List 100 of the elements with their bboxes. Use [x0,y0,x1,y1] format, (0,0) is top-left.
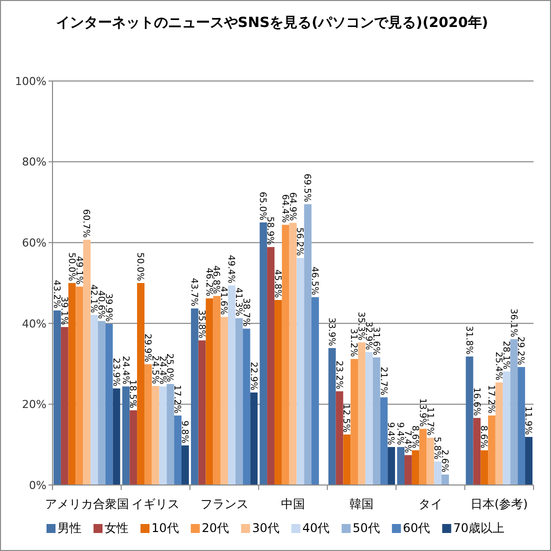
data-label: 17.2% [486,384,496,414]
bar [473,418,481,485]
bar [198,340,206,485]
data-label: 9.4% [394,422,405,446]
bar [166,384,174,485]
x-tick-label: タイ [418,497,442,511]
bar [495,382,503,485]
bar [412,450,420,485]
legend-label: 男性 [58,521,82,535]
bar [181,445,189,485]
bar [274,300,282,485]
bar [250,392,258,485]
data-label: 16.6% [470,387,481,416]
data-label: 23.9% [110,358,120,387]
y-tick-label: 80% [22,156,46,169]
data-label: 23.2% [333,360,344,390]
y-tick-label: 100% [15,74,46,88]
y-tick-label: 0% [29,478,46,492]
data-label: 12.5% [340,404,351,433]
legend-label: 女性 [104,521,129,535]
data-label: 65.0% [257,192,268,221]
y-tick-label: 20% [22,398,46,412]
data-label: 18.5% [127,380,138,409]
bar [510,339,518,485]
bar [220,316,228,485]
data-label: 60.7% [80,209,91,238]
legend-label: 40代 [302,521,330,535]
bar [112,388,120,485]
x-tick-label: イギリス [132,497,180,511]
bar [60,327,68,485]
data-label: 49.4% [226,254,236,284]
bar [365,352,373,485]
bar [296,258,304,485]
bar [358,342,366,485]
bar [137,283,144,485]
data-label: 46.5% [309,266,320,296]
legend-label: 60代 [402,521,430,535]
bar [350,358,358,485]
bar [442,474,449,485]
bar [76,286,84,485]
bar [152,386,160,485]
data-label: 69.5% [302,174,312,203]
data-label: 50.0% [134,252,145,282]
x-tick-label: 中国 [281,497,305,511]
bar [130,410,138,485]
data-label: 35.8% [196,310,206,339]
bar [388,447,396,485]
bar [282,224,290,485]
bar [213,296,221,485]
data-label: 33.9% [326,317,336,346]
bar [397,447,405,485]
legend-label: 50代 [352,521,380,535]
bar [90,314,98,485]
chart-title: インターネットのニュースやSNSを見る(パソコンで見る)(2020年) [56,15,488,31]
bar [242,328,250,485]
bar [312,297,319,485]
data-label: 8.6% [478,425,488,449]
data-label: 5.8% [432,436,442,460]
bar [518,367,526,485]
bar [190,308,198,485]
legend-label: 10代 [152,521,179,535]
y-tick-label: 60% [22,236,46,250]
bar [159,386,167,485]
bar [480,450,488,485]
data-label: 9.8% [179,420,190,444]
data-label: 29.2% [515,336,526,366]
bar [304,204,312,485]
x-tick-label: 韓国 [350,497,374,511]
bar [228,285,236,485]
bar [466,356,474,485]
legend-label: 70歳以上 [453,521,504,535]
bar [144,364,152,485]
x-tick-label: フランス [200,497,248,511]
data-label: 24.4% [120,356,130,385]
bar [336,391,344,485]
data-label: 22.9% [248,362,258,391]
data-label: 42.1% [88,284,98,314]
data-label: 43.7% [188,278,199,307]
legend-label: 20代 [202,521,230,535]
bar [54,310,61,485]
bar [380,397,388,485]
bar [289,222,297,485]
bar [434,462,442,485]
bar [502,371,510,485]
bar [206,298,214,485]
data-label: 45.8% [272,269,282,298]
bar [122,386,130,485]
x-tick-label: 日本(参考) [470,497,528,511]
bar [83,240,91,485]
data-label: 36.1% [508,308,518,338]
data-label: 11.9% [522,406,533,436]
bar [488,416,496,485]
bar [68,283,76,485]
bar [328,348,336,485]
bar [343,434,351,485]
bar [174,416,182,485]
bar [105,324,113,485]
bar [260,222,268,485]
bar [419,428,427,485]
data-label: 17.2% [172,384,182,414]
